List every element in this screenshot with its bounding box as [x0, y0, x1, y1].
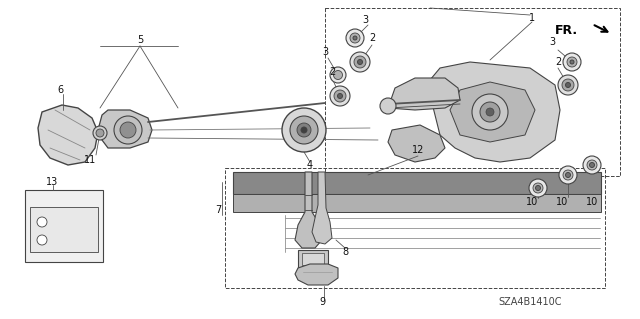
Text: 9: 9 — [319, 297, 325, 307]
FancyArrowPatch shape — [595, 25, 607, 32]
Circle shape — [96, 129, 104, 137]
Circle shape — [567, 57, 577, 67]
Text: 10: 10 — [586, 197, 598, 207]
Polygon shape — [312, 172, 332, 244]
Circle shape — [559, 166, 577, 184]
Text: 3: 3 — [549, 37, 555, 47]
Circle shape — [562, 79, 574, 91]
Text: 3: 3 — [322, 47, 328, 57]
Text: 11: 11 — [84, 155, 96, 165]
Circle shape — [570, 60, 574, 64]
Circle shape — [529, 179, 547, 197]
Bar — [30, 207, 98, 252]
Circle shape — [358, 60, 362, 64]
Circle shape — [297, 123, 311, 137]
Circle shape — [354, 56, 366, 68]
Text: 2: 2 — [329, 67, 335, 77]
Text: 8: 8 — [342, 247, 348, 257]
Circle shape — [566, 173, 570, 177]
Text: 10: 10 — [556, 197, 568, 207]
Text: 4: 4 — [307, 160, 313, 170]
Circle shape — [536, 186, 541, 190]
Circle shape — [120, 122, 136, 138]
Bar — [225, 168, 605, 288]
Polygon shape — [98, 110, 152, 148]
Text: 7: 7 — [215, 205, 221, 215]
Circle shape — [330, 86, 350, 106]
Circle shape — [563, 170, 573, 180]
Text: 13: 13 — [46, 177, 58, 187]
Circle shape — [566, 83, 570, 87]
Circle shape — [587, 160, 597, 170]
Circle shape — [558, 75, 578, 95]
Circle shape — [333, 70, 342, 79]
Circle shape — [37, 217, 47, 227]
Text: SZA4B1410C: SZA4B1410C — [499, 297, 562, 307]
Polygon shape — [450, 82, 535, 142]
Circle shape — [486, 108, 494, 116]
Circle shape — [93, 126, 107, 140]
Text: 2: 2 — [369, 33, 375, 43]
Bar — [233, 172, 601, 194]
Circle shape — [589, 162, 595, 167]
Polygon shape — [38, 105, 98, 165]
Circle shape — [330, 67, 346, 83]
Bar — [298, 250, 328, 268]
Circle shape — [533, 183, 543, 193]
Circle shape — [380, 98, 396, 114]
Text: 6: 6 — [57, 85, 63, 95]
Polygon shape — [430, 62, 560, 162]
Circle shape — [290, 116, 318, 144]
Polygon shape — [388, 78, 460, 110]
Bar — [302, 253, 324, 265]
Text: 10: 10 — [526, 197, 538, 207]
Circle shape — [480, 102, 500, 122]
Bar — [233, 194, 601, 212]
Text: 12: 12 — [412, 145, 424, 155]
Circle shape — [472, 94, 508, 130]
Text: 2: 2 — [555, 57, 561, 67]
Polygon shape — [388, 125, 445, 162]
Text: FR.: FR. — [555, 24, 578, 36]
Circle shape — [114, 116, 142, 144]
Circle shape — [350, 33, 360, 43]
Circle shape — [37, 235, 47, 245]
Circle shape — [353, 36, 357, 40]
Polygon shape — [295, 172, 322, 248]
Circle shape — [337, 93, 342, 99]
Circle shape — [563, 53, 581, 71]
Bar — [25, 190, 103, 262]
Text: 5: 5 — [137, 35, 143, 45]
Circle shape — [301, 127, 307, 133]
Circle shape — [350, 52, 370, 72]
Circle shape — [583, 156, 601, 174]
Circle shape — [346, 29, 364, 47]
Text: 1: 1 — [529, 13, 535, 23]
Polygon shape — [295, 264, 338, 285]
Bar — [325, 8, 620, 176]
Circle shape — [282, 108, 326, 152]
Text: 3: 3 — [362, 15, 368, 25]
Circle shape — [334, 90, 346, 102]
